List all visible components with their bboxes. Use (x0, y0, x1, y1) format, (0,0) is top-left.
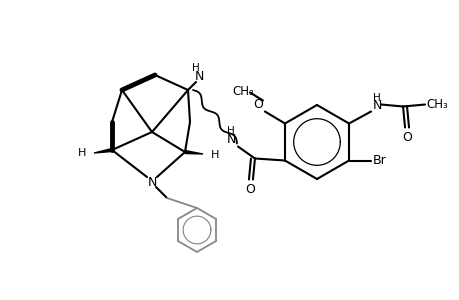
Text: O: O (401, 131, 411, 144)
Text: O: O (252, 98, 263, 111)
Text: O: O (245, 183, 254, 196)
Text: Br: Br (372, 154, 386, 167)
Polygon shape (94, 148, 112, 153)
Text: H: H (372, 92, 380, 103)
Text: H: H (227, 125, 235, 136)
Text: H: H (192, 63, 200, 73)
Text: N: N (371, 99, 381, 112)
Text: N: N (147, 176, 157, 188)
Polygon shape (185, 151, 202, 154)
Text: N: N (194, 70, 203, 83)
Text: N: N (226, 133, 235, 146)
Text: CH₃: CH₃ (232, 85, 253, 98)
Text: CH₃: CH₃ (425, 98, 447, 111)
Text: H: H (78, 148, 86, 158)
Text: H: H (210, 150, 218, 160)
